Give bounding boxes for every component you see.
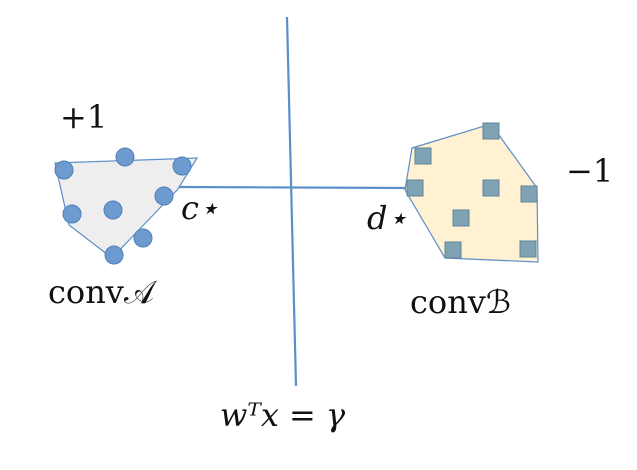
set-a-points xyxy=(54,147,192,265)
plus-one-label: +1 xyxy=(60,98,107,136)
set-b-point xyxy=(406,179,424,197)
set-a-point xyxy=(54,160,74,180)
set-a-point xyxy=(154,186,174,206)
set-a-point xyxy=(104,245,124,265)
hyperplane-equation: wᵀx = γ xyxy=(220,396,346,434)
conv-b-polygon xyxy=(404,123,539,263)
set-b-point xyxy=(414,147,432,165)
set-b-points xyxy=(406,122,538,259)
set-b-point xyxy=(520,185,538,203)
set-a-point xyxy=(115,147,135,167)
distance-segment xyxy=(178,185,407,190)
d-star-label: d⋆ xyxy=(367,199,408,237)
c-star-label: c⋆ xyxy=(181,189,219,227)
set-b-point xyxy=(452,209,470,227)
conv-b-label: convℬ xyxy=(410,283,511,321)
set-a-point xyxy=(133,228,153,248)
set-b-point xyxy=(482,179,500,197)
set-b-point xyxy=(519,240,537,258)
minus-one-label: −1 xyxy=(566,152,613,190)
set-a-point xyxy=(62,204,82,224)
hyperplane-line xyxy=(285,16,298,387)
conv-a-label: conv𝒜 xyxy=(48,273,158,311)
set-b-point xyxy=(482,122,500,140)
set-a-point xyxy=(172,156,192,176)
set-b-point xyxy=(444,241,462,259)
set-a-point xyxy=(103,200,123,220)
